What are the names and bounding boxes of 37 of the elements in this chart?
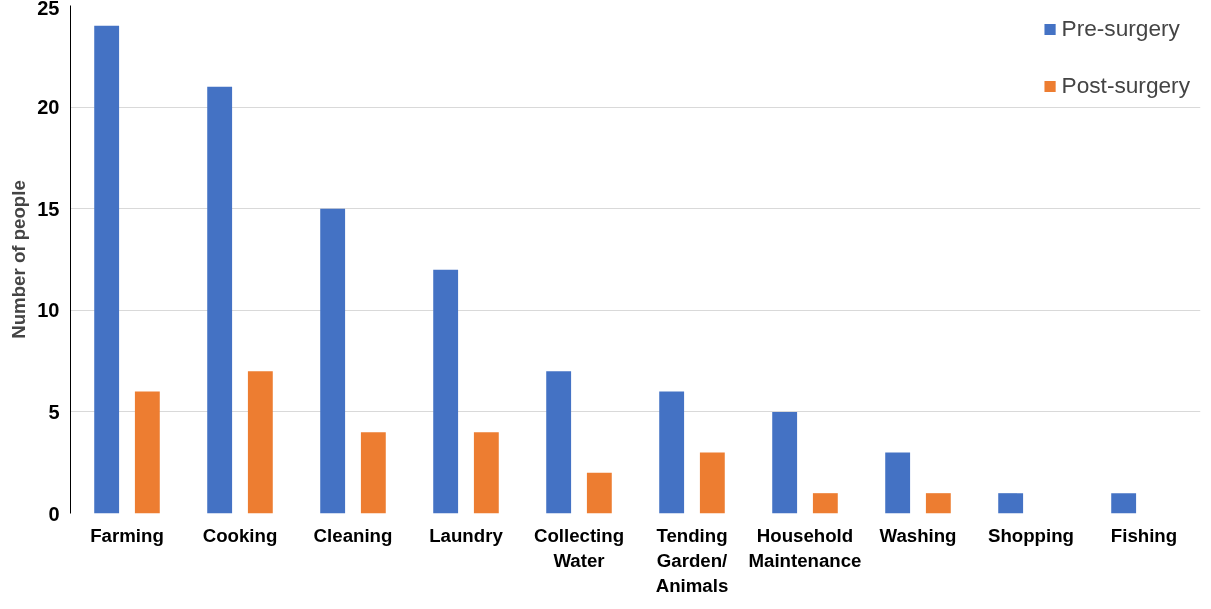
y-tick-label: 20 — [37, 96, 60, 119]
bar — [699, 452, 725, 514]
x-tick-label: Collecting Water — [533, 524, 625, 571]
x-tick-label: Household Maintenance — [748, 524, 862, 571]
bar — [320, 208, 346, 514]
y-tick-label: 10 — [37, 299, 60, 322]
bar — [812, 493, 838, 514]
legend-label: Pre-surgery — [1061, 15, 1180, 42]
bar — [1111, 493, 1137, 514]
y-tick-label: 15 — [37, 197, 60, 220]
bar — [134, 391, 160, 514]
bar — [546, 371, 572, 514]
x-tick-label: Cleaning — [313, 524, 393, 546]
bar — [94, 25, 120, 514]
bar — [473, 432, 499, 514]
y-axis-title: Number of people — [8, 180, 30, 339]
bar — [207, 86, 233, 514]
bar — [772, 411, 798, 514]
legend-label: Post-surgery — [1061, 72, 1190, 99]
y-tick-label: 5 — [48, 400, 60, 423]
x-tick-label: Laundry — [429, 524, 504, 546]
bar — [433, 269, 459, 514]
bar — [247, 371, 273, 514]
x-tick-label: Washing — [879, 524, 957, 546]
y-tick-label: 0 — [48, 502, 60, 525]
bar — [360, 432, 386, 514]
x-tick-label: Fishing — [1110, 524, 1178, 546]
x-tick-label: Shopping — [988, 524, 1075, 546]
x-tick-label: Tending Garden/ Animals — [655, 524, 729, 596]
bar — [998, 493, 1024, 514]
bar — [885, 452, 911, 514]
y-tick-label: 25 — [37, 0, 60, 19]
x-tick-label: Farming — [90, 524, 164, 546]
bar — [925, 493, 951, 514]
x-tick-label: Cooking — [202, 524, 278, 546]
bar — [586, 472, 612, 514]
bar — [659, 391, 685, 514]
